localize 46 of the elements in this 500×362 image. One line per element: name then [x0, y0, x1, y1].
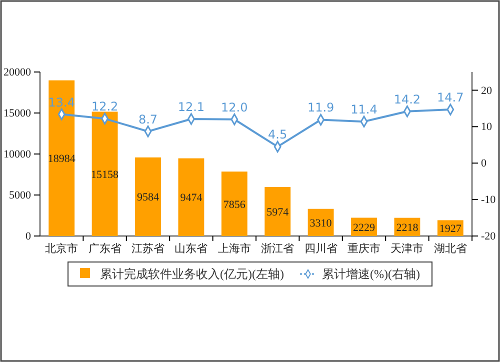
data-label: 14.7	[437, 90, 464, 105]
data-label: 13.4	[48, 95, 75, 110]
y-tick-label: 0	[26, 230, 32, 243]
y-tick-label: 10000	[4, 148, 32, 161]
data-label: 2218	[396, 222, 419, 234]
data-label: 8.7	[138, 112, 158, 126]
legend-label: 累计完成软件业务收入(亿元)(左轴)	[100, 267, 284, 281]
y-tick-label: 5000	[9, 190, 32, 202]
data-label: 12.1	[178, 100, 205, 114]
y2-tick-label: 0	[481, 158, 487, 170]
x-tick-label: 天津市	[390, 242, 424, 255]
data-label: 3310	[310, 217, 332, 230]
x-tick-label: 江苏省	[132, 242, 164, 255]
y2-tick-label: 10	[481, 121, 492, 134]
x-tick-label: 四川省	[304, 242, 338, 255]
bar	[48, 80, 75, 236]
data-label: 14.2	[394, 92, 421, 106]
bar	[221, 172, 248, 236]
data-label: 1927	[439, 223, 462, 236]
data-label: 9584	[137, 192, 160, 204]
legend-label: 累计增速(%)(右轴)	[322, 267, 420, 281]
bar	[264, 187, 291, 236]
x-tick-label: 山东省	[174, 242, 208, 255]
y2-tick-label: 20	[481, 84, 492, 97]
y2-tick-label: -20	[481, 230, 496, 243]
bar	[135, 157, 161, 236]
data-label: 2229	[353, 222, 376, 234]
x-tick-label: 北京市	[45, 242, 78, 255]
y-tick-label: 20000	[4, 66, 32, 79]
bar	[178, 158, 204, 236]
data-label: 9474	[180, 192, 203, 204]
data-label: 12.2	[91, 100, 118, 114]
data-label: 11.9	[307, 100, 334, 115]
x-tick-label: 重庆市	[348, 242, 380, 255]
bar	[92, 112, 118, 236]
x-tick-label: 湖北省	[434, 242, 467, 255]
y-tick-label: 15000	[4, 108, 32, 120]
x-tick-label: 广东省	[88, 242, 122, 255]
data-label: 4.5	[268, 128, 288, 142]
y2-tick-label: -10	[481, 194, 496, 206]
x-tick-label: 上海市	[218, 242, 251, 255]
data-label: 11.4	[350, 102, 378, 117]
data-label: 7856	[223, 198, 246, 211]
data-label: 5974	[266, 206, 290, 219]
data-label: 12.0	[221, 100, 248, 114]
x-tick-label: 浙江省	[261, 242, 294, 255]
